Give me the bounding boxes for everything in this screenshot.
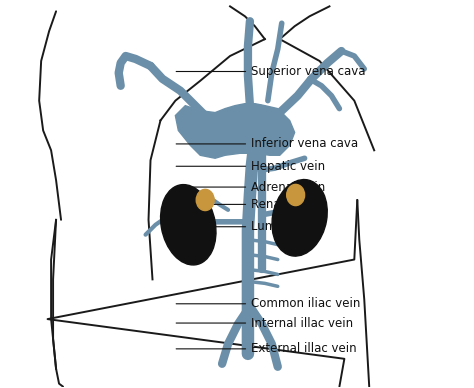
Ellipse shape bbox=[272, 180, 327, 256]
Text: Common iliac vein: Common iliac vein bbox=[176, 297, 361, 310]
Text: External illac vein: External illac vein bbox=[176, 342, 357, 355]
Text: Lumbar vein: Lumbar vein bbox=[176, 220, 325, 233]
Text: Superior vena cava: Superior vena cava bbox=[176, 65, 365, 78]
Ellipse shape bbox=[196, 189, 214, 211]
Polygon shape bbox=[175, 104, 295, 158]
Text: Hepatic vein: Hepatic vein bbox=[176, 160, 325, 173]
Text: Inferior vena cava: Inferior vena cava bbox=[176, 137, 358, 151]
Ellipse shape bbox=[287, 184, 305, 206]
Text: Internal illac vein: Internal illac vein bbox=[176, 317, 353, 329]
Ellipse shape bbox=[161, 185, 216, 265]
Text: Renal vein: Renal vein bbox=[176, 198, 313, 211]
Text: Adrenal vein: Adrenal vein bbox=[176, 180, 325, 194]
